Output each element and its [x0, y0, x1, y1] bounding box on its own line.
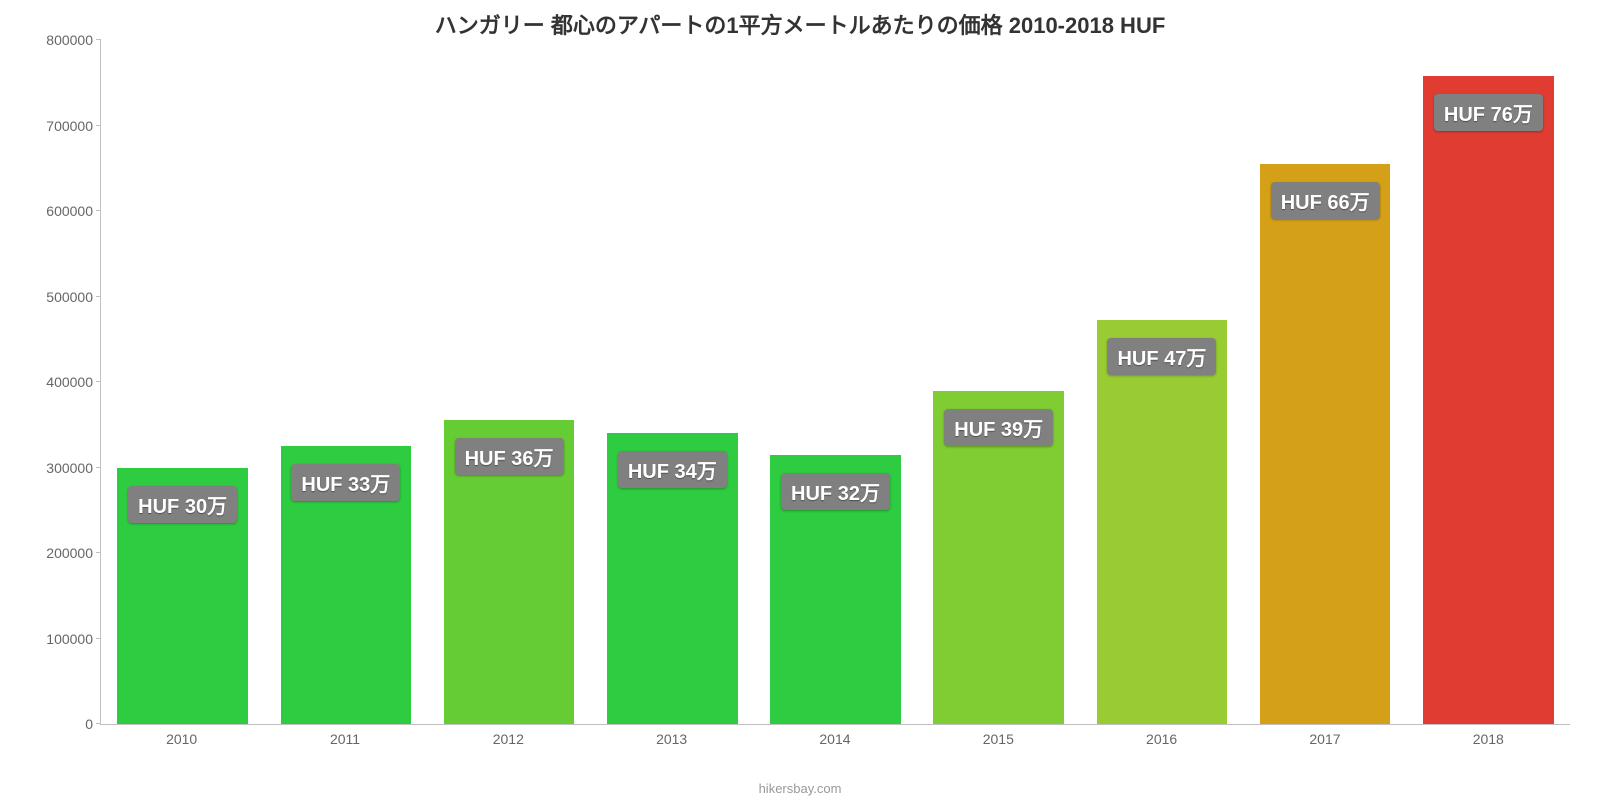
- x-axis-labels: 201020112012201320142015201620172018: [100, 725, 1570, 750]
- bar: HUF 30万: [117, 468, 248, 725]
- x-tick-label: 2011: [263, 725, 426, 750]
- bar-value-label: HUF 47万: [1107, 338, 1216, 375]
- y-tick-mark: [96, 638, 101, 639]
- bar-slot: HUF 34万: [591, 40, 754, 724]
- bar-value-label: HUF 39万: [944, 409, 1053, 446]
- y-tick-mark: [96, 381, 101, 382]
- bar: HUF 36万: [444, 420, 575, 724]
- y-tick-mark: [96, 210, 101, 211]
- y-tick-mark: [96, 296, 101, 297]
- bar-slot: HUF 47万: [1080, 40, 1243, 724]
- bar: HUF 32万: [770, 455, 901, 724]
- bar-value-label: HUF 66万: [1271, 182, 1380, 219]
- x-tick-label: 2017: [1243, 725, 1406, 750]
- chart-area: HUF 30万 HUF 33万 HUF 36万 HUF 34万 HUF 32万 HUF 3…: [100, 40, 1570, 750]
- bar-slot: HUF 36万: [427, 40, 590, 724]
- bar-slot: HUF 30万: [101, 40, 264, 724]
- y-tick-label: 300000: [21, 460, 93, 476]
- x-tick-label: 2016: [1080, 725, 1243, 750]
- x-tick-label: 2013: [590, 725, 753, 750]
- bar-slot: HUF 76万: [1407, 40, 1570, 724]
- y-tick-label: 200000: [21, 545, 93, 561]
- bar-value-label: HUF 30万: [128, 486, 237, 523]
- bar: HUF 66万: [1260, 164, 1391, 724]
- bar-slot: HUF 33万: [264, 40, 427, 724]
- y-tick-mark: [96, 39, 101, 40]
- plot-area: HUF 30万 HUF 33万 HUF 36万 HUF 34万 HUF 32万 HUF 3…: [100, 40, 1570, 725]
- y-tick-label: 600000: [21, 203, 93, 219]
- x-tick-label: 2015: [917, 725, 1080, 750]
- y-tick-label: 400000: [21, 374, 93, 390]
- bar-value-label: HUF 34万: [618, 451, 727, 488]
- bar: HUF 47万: [1097, 320, 1228, 724]
- y-tick-mark: [96, 467, 101, 468]
- x-tick-label: 2018: [1407, 725, 1570, 750]
- bar-slot: HUF 66万: [1244, 40, 1407, 724]
- x-tick-label: 2014: [753, 725, 916, 750]
- bar: HUF 33万: [281, 446, 412, 724]
- y-tick-mark: [96, 723, 101, 724]
- y-tick-label: 0: [21, 716, 93, 732]
- attribution-text: hikersbay.com: [0, 781, 1600, 796]
- x-tick-label: 2010: [100, 725, 263, 750]
- bar: HUF 34万: [607, 433, 738, 724]
- bar-value-label: HUF 36万: [455, 438, 564, 475]
- bar: HUF 39万: [933, 391, 1064, 724]
- y-tick-label: 500000: [21, 289, 93, 305]
- bar-value-label: HUF 32万: [781, 473, 890, 510]
- y-tick-label: 800000: [21, 32, 93, 48]
- chart-title: ハンガリー 都心のアパートの1平方メートルあたりの価格 2010-2018 HU…: [0, 0, 1600, 40]
- bar-slot: HUF 39万: [917, 40, 1080, 724]
- bars-container: HUF 30万 HUF 33万 HUF 36万 HUF 34万 HUF 32万 HUF 3…: [101, 40, 1570, 724]
- bar-slot: HUF 32万: [754, 40, 917, 724]
- bar: HUF 76万: [1423, 76, 1554, 724]
- y-tick-mark: [96, 552, 101, 553]
- bar-value-label: HUF 33万: [291, 464, 400, 501]
- y-tick-mark: [96, 125, 101, 126]
- y-tick-label: 100000: [21, 631, 93, 647]
- bar-value-label: HUF 76万: [1434, 94, 1543, 131]
- y-tick-label: 700000: [21, 118, 93, 134]
- x-tick-label: 2012: [427, 725, 590, 750]
